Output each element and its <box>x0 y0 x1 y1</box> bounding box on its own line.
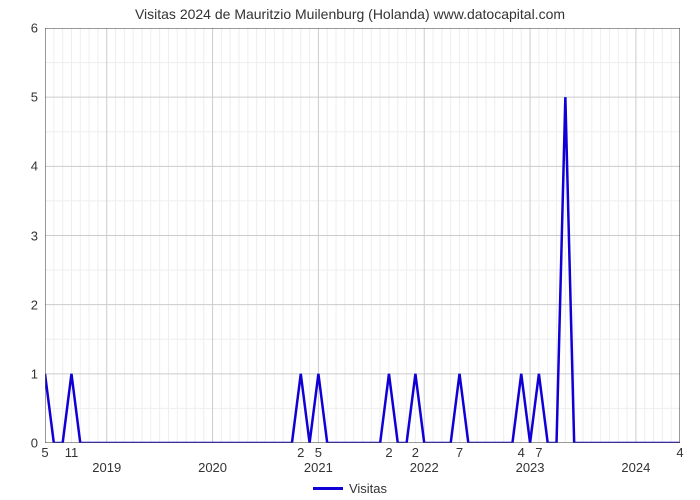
x-point-label: 2 <box>297 445 304 460</box>
x-point-label: 5 <box>41 445 48 460</box>
legend: Visitas <box>0 477 700 496</box>
x-point-label: 7 <box>456 445 463 460</box>
plot-svg <box>45 28 680 443</box>
x-point-label: 2 <box>385 445 392 460</box>
y-tick-label: 3 <box>8 228 38 243</box>
x-year-label: 2020 <box>198 460 227 475</box>
x-year-label: 2022 <box>410 460 439 475</box>
x-year-label: 2021 <box>304 460 333 475</box>
y-tick-label: 0 <box>8 436 38 451</box>
y-tick-label: 1 <box>8 366 38 381</box>
x-point-label: 7 <box>535 445 542 460</box>
y-tick-label: 5 <box>8 90 38 105</box>
plot-area <box>45 28 680 443</box>
chart-container: Visitas 2024 de Mauritzio Muilenburg (Ho… <box>0 0 700 500</box>
x-year-label: 2024 <box>621 460 650 475</box>
y-tick-label: 6 <box>8 21 38 36</box>
y-tick-label: 4 <box>8 159 38 174</box>
x-point-label: 5 <box>315 445 322 460</box>
x-year-label: 2023 <box>516 460 545 475</box>
legend-label: Visitas <box>349 481 387 496</box>
chart-title: Visitas 2024 de Mauritzio Muilenburg (Ho… <box>0 6 700 22</box>
x-point-label: 4 <box>676 445 683 460</box>
x-point-label: 11 <box>65 445 79 460</box>
x-point-label: 4 <box>518 445 525 460</box>
legend-item-visitas: Visitas <box>313 481 387 496</box>
x-year-label: 2019 <box>92 460 121 475</box>
x-point-label: 2 <box>412 445 419 460</box>
legend-line <box>313 487 343 490</box>
y-tick-label: 2 <box>8 297 38 312</box>
